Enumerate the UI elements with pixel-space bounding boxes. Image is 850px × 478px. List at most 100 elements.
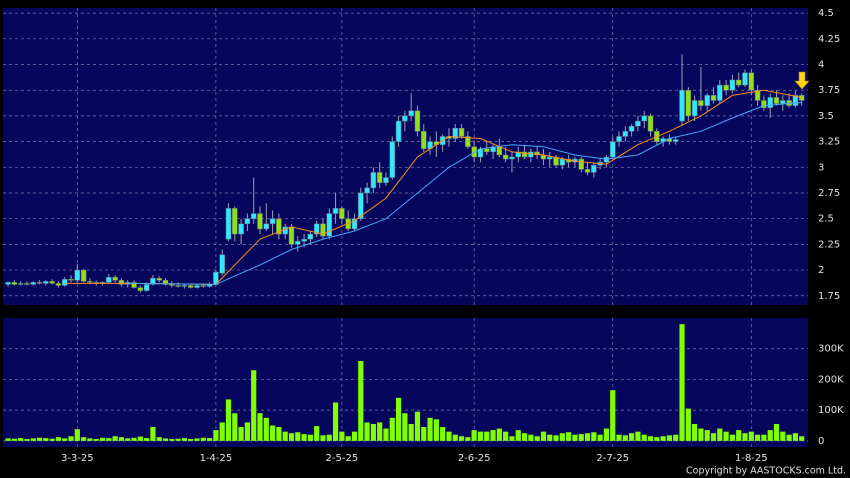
candle-body: [257, 213, 263, 230]
volume-bar: [710, 433, 717, 441]
candle-body: [80, 269, 87, 282]
candle-body: [263, 223, 270, 230]
candle-body: [754, 89, 761, 101]
volume-bar: [736, 430, 742, 441]
volume-bar: [427, 417, 433, 441]
volume-bar: [263, 417, 269, 441]
volume-bar: [402, 413, 408, 441]
plot-layer: 1.75 2 2.25 2.5 2.75 3 3.25 3.5 3.75 4 4.25 4.5 3-3-…: [3, 8, 844, 464]
volume-bar: [603, 428, 610, 441]
volume-bar: [395, 397, 402, 441]
volume-bar: [673, 434, 679, 441]
volume-bar: [553, 435, 559, 441]
volume-bar: [269, 425, 276, 441]
volume-bar: [641, 434, 647, 441]
candle-body: [219, 254, 225, 274]
candle-body: [622, 131, 629, 137]
candle-body: [408, 110, 414, 117]
volume-bar: [370, 423, 376, 441]
candle-body: [742, 72, 748, 86]
candle-body: [269, 218, 276, 225]
volume-bar: [685, 408, 691, 441]
candle-body: [43, 281, 49, 284]
volume-bar: [194, 438, 200, 441]
volume-bar: [118, 437, 125, 441]
candle-body: [584, 169, 591, 173]
candle-body: [137, 287, 144, 291]
volume-bar: [635, 431, 641, 441]
volume-bar: [276, 427, 282, 441]
volume-bar: [364, 422, 370, 441]
volume-bar: [169, 439, 175, 441]
volume-bar: [175, 438, 181, 441]
volume-bar: [326, 434, 332, 441]
candle-body: [143, 284, 150, 291]
candle-body: [761, 100, 767, 108]
candle-body: [351, 218, 358, 230]
candle-body: [389, 141, 396, 178]
candle-body: [376, 172, 383, 183]
volume-bar: [515, 430, 521, 441]
volume-bar: [559, 433, 565, 441]
candle-body: [11, 282, 18, 285]
y-tick-label: 0: [818, 436, 824, 447]
candle-body: [609, 141, 616, 158]
candle-body: [679, 89, 685, 122]
candle-body: [5, 282, 11, 285]
candle-body: [194, 285, 200, 288]
y-tick-label: 2.75: [818, 188, 840, 199]
y-tick-label: 3: [818, 162, 824, 173]
volume-bar: [780, 431, 786, 441]
volume-bar: [597, 434, 603, 441]
volume-bar: [295, 432, 301, 441]
volume-bar: [547, 434, 553, 441]
volume-bar: [383, 428, 389, 441]
candle-body: [395, 120, 402, 142]
volume-bar: [647, 436, 654, 441]
volume-bar: [742, 433, 748, 441]
candle-body: [244, 218, 251, 225]
volume-bar: [24, 439, 30, 441]
candle-body: [61, 279, 68, 286]
candle-body: [370, 172, 377, 189]
y-tick-label: 300K: [818, 344, 844, 355]
copyright: Copyright by AASTOCKS.com Ltd.: [686, 466, 846, 477]
candle-body: [17, 283, 24, 285]
volume-bar: [389, 417, 395, 441]
volume-bar: [755, 434, 761, 441]
candle-body: [792, 95, 799, 106]
volume-bar: [534, 436, 540, 441]
candle-body: [691, 100, 698, 117]
volume-bar: [99, 437, 106, 441]
volume-bar: [332, 402, 339, 441]
volume-bar: [692, 423, 698, 441]
volume-bar: [232, 413, 238, 441]
volume-bar: [622, 435, 628, 441]
candle-body: [288, 226, 295, 245]
volume-bar: [43, 438, 49, 441]
candle-body: [710, 95, 717, 101]
x-tick-label: 2-7-25: [596, 453, 629, 464]
candle-body: [502, 154, 509, 160]
volume-bar: [521, 433, 528, 441]
volume-bar: [496, 428, 502, 441]
volume-bar: [74, 429, 80, 441]
candle-body: [729, 79, 736, 91]
x-tick-label: 3-3-25: [61, 453, 94, 464]
candle-body: [131, 282, 137, 288]
candle-body: [383, 177, 389, 183]
candle-body: [452, 127, 459, 139]
volume-bar: [748, 431, 754, 441]
candle-body: [225, 208, 232, 240]
volume-bar: [408, 423, 414, 441]
candle-body: [414, 110, 421, 132]
candle-body: [546, 156, 553, 160]
candle-body: [528, 151, 534, 158]
volume-bar: [660, 436, 666, 441]
candle-body: [162, 280, 169, 285]
volume-bar: [112, 436, 118, 441]
candle-body: [326, 213, 333, 237]
candle-body: [628, 125, 635, 132]
volume-bar: [578, 434, 584, 441]
